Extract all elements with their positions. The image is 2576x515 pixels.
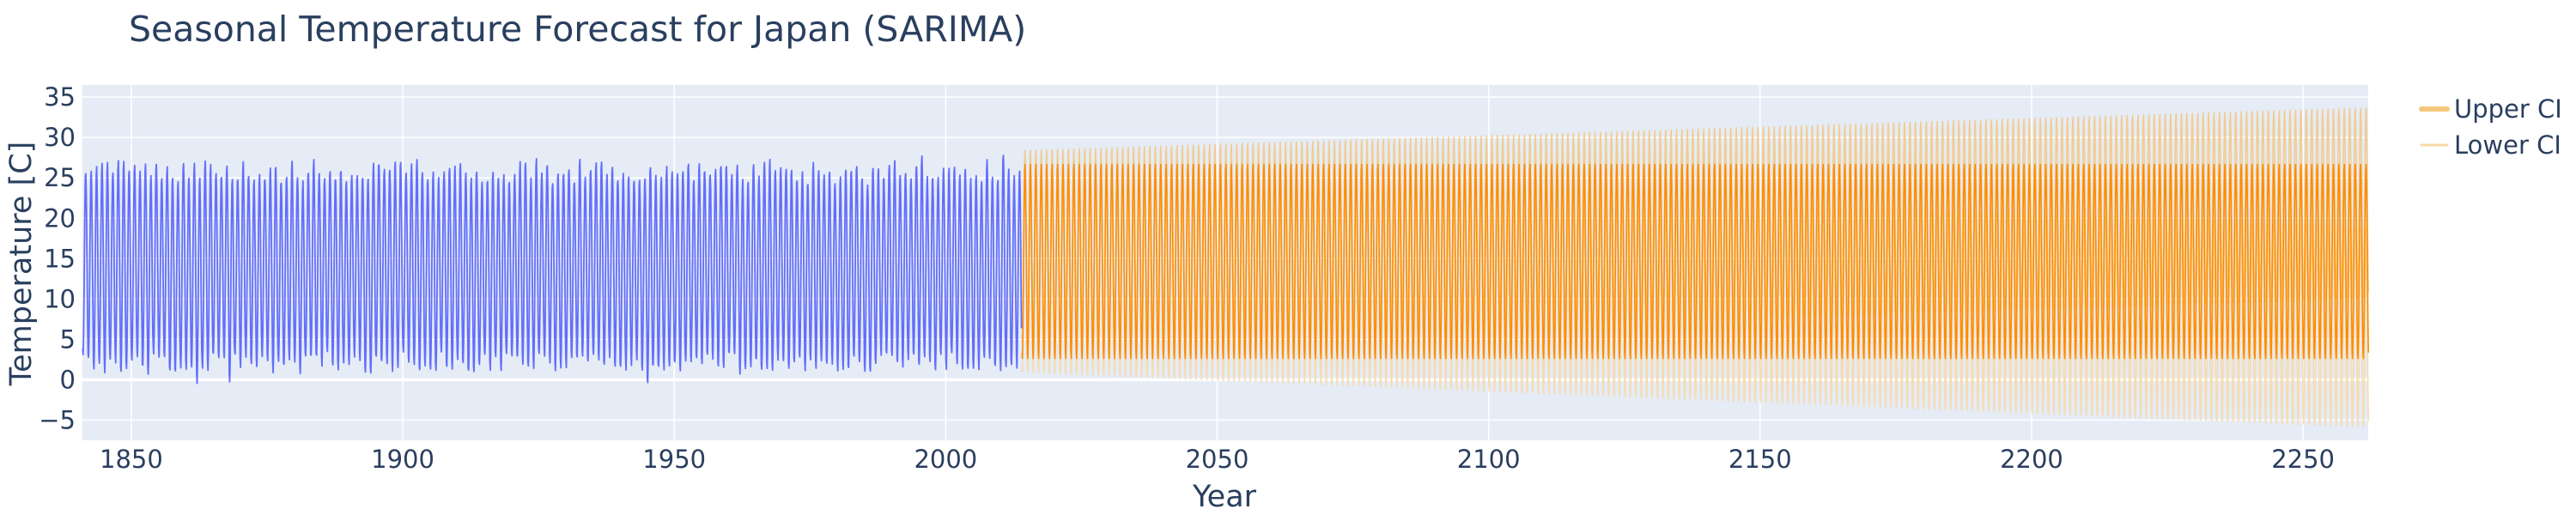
x-tick-label: 2050 bbox=[1186, 445, 1249, 474]
observed-line bbox=[82, 154, 1023, 385]
legend-item[interactable]: Lower CI bbox=[2420, 130, 2561, 160]
x-tick-label: 1900 bbox=[371, 445, 434, 474]
legend-label: Upper CI bbox=[2454, 94, 2562, 124]
y-tick-label: 30 bbox=[44, 123, 76, 152]
x-tick-label: 1850 bbox=[100, 445, 163, 474]
y-tick-label: 10 bbox=[44, 284, 76, 313]
x-axis-label: Year bbox=[1192, 480, 1257, 514]
y-tick-label: 0 bbox=[60, 365, 76, 394]
forecast-line bbox=[1021, 163, 2370, 360]
y-tick-label: −5 bbox=[39, 405, 76, 434]
y-tick-label: 20 bbox=[44, 203, 76, 233]
x-tick-label: 2250 bbox=[2271, 445, 2335, 474]
x-tick-label: 2100 bbox=[1457, 445, 1521, 474]
x-tick-label: 2150 bbox=[1728, 445, 1792, 474]
y-tick-label: 15 bbox=[44, 244, 76, 273]
series-lines bbox=[82, 106, 2370, 428]
y-axis-ticks: −5 0 5 10 15 20 25 30 35 bbox=[39, 82, 76, 434]
x-tick-label: 1950 bbox=[642, 445, 706, 474]
y-axis-label: Temperature [C] bbox=[4, 142, 39, 387]
legend-item[interactable]: Upper CI bbox=[2419, 94, 2562, 124]
y-tick-label: 5 bbox=[60, 324, 76, 354]
legend-label: Lower CI bbox=[2454, 130, 2561, 160]
y-tick-label: 35 bbox=[44, 82, 76, 112]
x-tick-label: 2000 bbox=[914, 445, 977, 474]
x-tick-label: 2200 bbox=[2000, 445, 2063, 474]
y-tick-label: 25 bbox=[44, 163, 76, 192]
legend[interactable]: Upper CI Lower CI bbox=[2419, 94, 2562, 160]
x-axis-ticks: 1850 1900 1950 2000 2050 2100 2150 2200 2250 bbox=[100, 445, 2335, 474]
chart-title: Seasonal Temperature Forecast for Japan … bbox=[129, 9, 1026, 50]
